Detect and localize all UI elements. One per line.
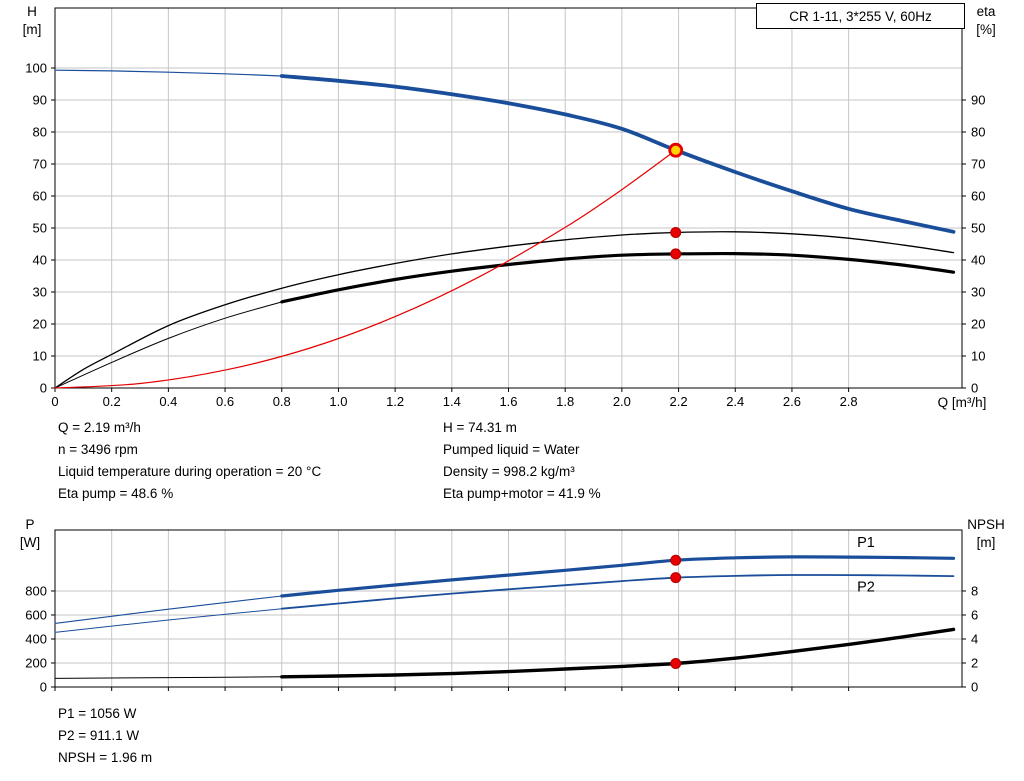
svg-text:80: 80	[971, 125, 985, 140]
svg-text:10: 10	[33, 349, 47, 364]
eta-pump-point	[670, 226, 682, 238]
series-label-p2: P2	[857, 580, 875, 596]
svg-text:2: 2	[971, 655, 978, 670]
result-p1: P1 = 1056 W	[58, 706, 137, 721]
npsh-axis-name: NPSH	[967, 517, 1005, 532]
npsh-axis-unit: [m]	[976, 535, 996, 550]
svg-text:0: 0	[40, 680, 47, 695]
info-eta-pump-motor: Eta pump+motor = 41.9 %	[443, 486, 601, 501]
result-p2: P2 = 911.1 W	[58, 728, 140, 743]
svg-text:40: 40	[33, 253, 47, 268]
series-label-p1: P1	[857, 535, 875, 551]
p1-curve	[280, 555, 956, 598]
svg-text:0: 0	[971, 680, 978, 695]
svg-text:2.4: 2.4	[726, 394, 744, 409]
svg-text:70: 70	[971, 157, 985, 172]
head-curve	[279, 74, 956, 234]
eta-pump-motor-curve	[280, 251, 956, 304]
svg-text:600: 600	[25, 607, 47, 622]
result-info: P1 = 1056 W P2 = 911.1 W NPSH = 1.96 m	[58, 703, 152, 769]
operating-info-left: Q = 2.19 m³/h n = 3496 rpm Liquid temper…	[58, 417, 321, 505]
p-axis-unit: [W]	[19, 535, 41, 550]
svg-text:60: 60	[33, 189, 47, 204]
p2-point	[670, 572, 682, 584]
info-head: H = 74.31 m	[443, 420, 517, 435]
head-curve-lead	[54, 69, 283, 77]
pump-title-box: CR 1-11, 3*255 V, 60Hz	[756, 3, 965, 29]
svg-text:0.6: 0.6	[216, 394, 234, 409]
info-eta-pump: Eta pump = 48.6 %	[58, 486, 174, 501]
pump-title-text: CR 1-11, 3*255 V, 60Hz	[789, 8, 932, 24]
p1-curve-lead	[54, 595, 283, 624]
svg-text:60: 60	[971, 189, 985, 204]
eta-pump-motor-point	[670, 248, 682, 260]
eta-pump-curve	[54, 231, 955, 389]
eta-axis-title: eta [%]	[962, 3, 1010, 39]
p-axis-title: P [W]	[10, 516, 50, 552]
svg-text:100: 100	[25, 61, 47, 76]
h-axis-unit: [m]	[22, 22, 42, 37]
h-axis-title: H [m]	[14, 3, 50, 39]
svg-text:90: 90	[971, 93, 985, 108]
p2-curve-lead	[54, 608, 283, 633]
p2-curve	[280, 574, 955, 610]
q-axis-title: Q [m³/h]	[937, 395, 987, 410]
svg-text:0.4: 0.4	[159, 394, 177, 409]
svg-text:50: 50	[33, 221, 47, 236]
svg-text:20: 20	[971, 317, 985, 332]
svg-text:400: 400	[25, 631, 47, 646]
svg-text:30: 30	[971, 285, 985, 300]
svg-text:80: 80	[33, 125, 47, 140]
svg-text:1.4: 1.4	[443, 394, 461, 409]
svg-text:70: 70	[33, 157, 47, 172]
svg-text:2.8: 2.8	[840, 394, 858, 409]
npsh-curve-lead	[54, 676, 283, 679]
info-flow: Q = 2.19 m³/h	[58, 420, 141, 435]
svg-text:1.0: 1.0	[329, 394, 347, 409]
svg-text:2.6: 2.6	[783, 394, 801, 409]
info-liquid-temperature: Liquid temperature during operation = 20…	[58, 464, 322, 479]
npsh-curve	[280, 627, 956, 679]
svg-text:30: 30	[33, 285, 47, 300]
npsh-axis-title: NPSH [m]	[954, 516, 1018, 552]
info-pumped-liquid: Pumped liquid = Water	[443, 442, 580, 457]
svg-text:50: 50	[971, 221, 985, 236]
eta-pump-motor-lead	[54, 301, 283, 389]
duty-point[interactable]	[668, 142, 684, 158]
svg-text:40: 40	[971, 253, 985, 268]
system-curve	[54, 149, 677, 389]
svg-text:0: 0	[51, 394, 58, 409]
svg-text:2.0: 2.0	[613, 394, 631, 409]
svg-text:800: 800	[25, 583, 47, 598]
p1-point	[670, 554, 682, 566]
svg-text:200: 200	[25, 655, 47, 670]
svg-text:1.6: 1.6	[499, 394, 517, 409]
svg-text:8: 8	[971, 583, 978, 598]
svg-text:10: 10	[971, 349, 985, 364]
result-npsh: NPSH = 1.96 m	[58, 750, 153, 765]
npsh-point	[670, 657, 682, 669]
svg-text:4: 4	[971, 631, 978, 646]
svg-text:1.8: 1.8	[556, 394, 574, 409]
operating-info-right: H = 74.31 m Pumped liquid = Water Densit…	[443, 417, 601, 505]
svg-text:20: 20	[33, 317, 47, 332]
info-speed: n = 3496 rpm	[58, 442, 138, 457]
eta-axis-unit: [%]	[976, 22, 996, 37]
p-axis-name: P	[25, 517, 35, 532]
svg-text:90: 90	[33, 93, 47, 108]
svg-text:6: 6	[971, 607, 978, 622]
h-axis-name: H	[27, 4, 37, 19]
svg-text:1.2: 1.2	[386, 394, 404, 409]
eta-axis-name: eta	[976, 4, 996, 19]
svg-text:0.2: 0.2	[103, 394, 121, 409]
svg-text:0: 0	[40, 381, 47, 396]
power-npsh-chart: 0 200 400 600 800 0 2 4 6 8 P1 P2	[25, 529, 978, 695]
info-density: Density = 998.2 kg/m³	[443, 464, 575, 479]
qh-eta-chart: 0 0.2 0.4 0.6 0.8 1.0 1.2 1.4 1.6 1.8 2.0 2.2 2.4 2.6…	[25, 7, 985, 409]
svg-text:0: 0	[971, 381, 978, 396]
svg-text:0.8: 0.8	[273, 394, 291, 409]
svg-text:2.2: 2.2	[670, 394, 688, 409]
